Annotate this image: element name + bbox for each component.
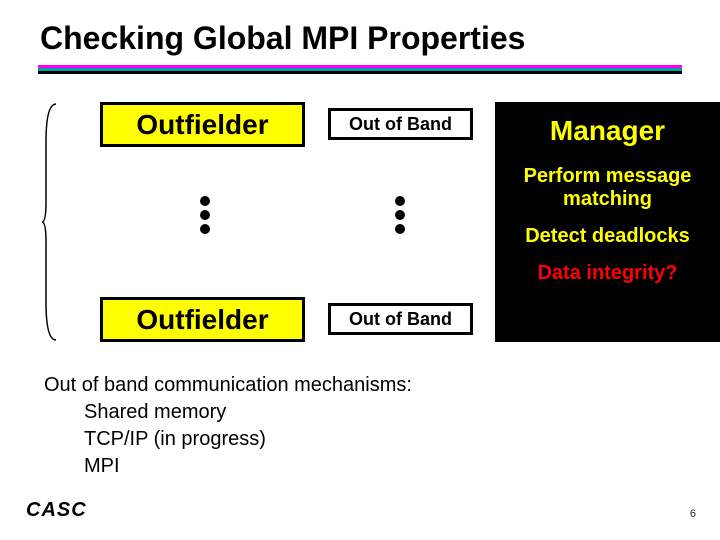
out-of-band-box-bottom: Out of Band — [328, 303, 473, 335]
manager-line-1: Perform message matching — [504, 165, 711, 211]
ellipsis-dots-left — [190, 192, 220, 238]
manager-panel: Manager Perform message matching Detect … — [495, 102, 720, 342]
comm-item-2: MPI — [44, 453, 720, 480]
brace — [40, 102, 60, 342]
comm-item-1: TCP/IP (in progress) — [44, 426, 720, 453]
page-number: 6 — [690, 508, 696, 520]
manager-line-2: Detect deadlocks — [525, 225, 690, 248]
footer-casc: CASC — [26, 499, 87, 522]
outfielder-box-bottom: Outfielder — [100, 297, 305, 342]
manager-line-3: Data integrity? — [537, 262, 677, 285]
comm-heading: Out of band communication mechanisms: — [44, 372, 720, 399]
diagram-area: One per MPI task Outfielder Out of Band … — [30, 102, 720, 362]
comm-mechanisms: Out of band communication mechanisms: Sh… — [44, 372, 720, 480]
ellipsis-dots-right — [385, 192, 415, 238]
out-of-band-box-top: Out of Band — [328, 108, 473, 140]
title-rule — [38, 65, 682, 74]
manager-title: Manager — [550, 115, 665, 147]
outfielder-box-top: Outfielder — [100, 102, 305, 147]
comm-item-0: Shared memory — [44, 399, 720, 426]
slide-title: Checking Global MPI Properties — [0, 20, 720, 57]
